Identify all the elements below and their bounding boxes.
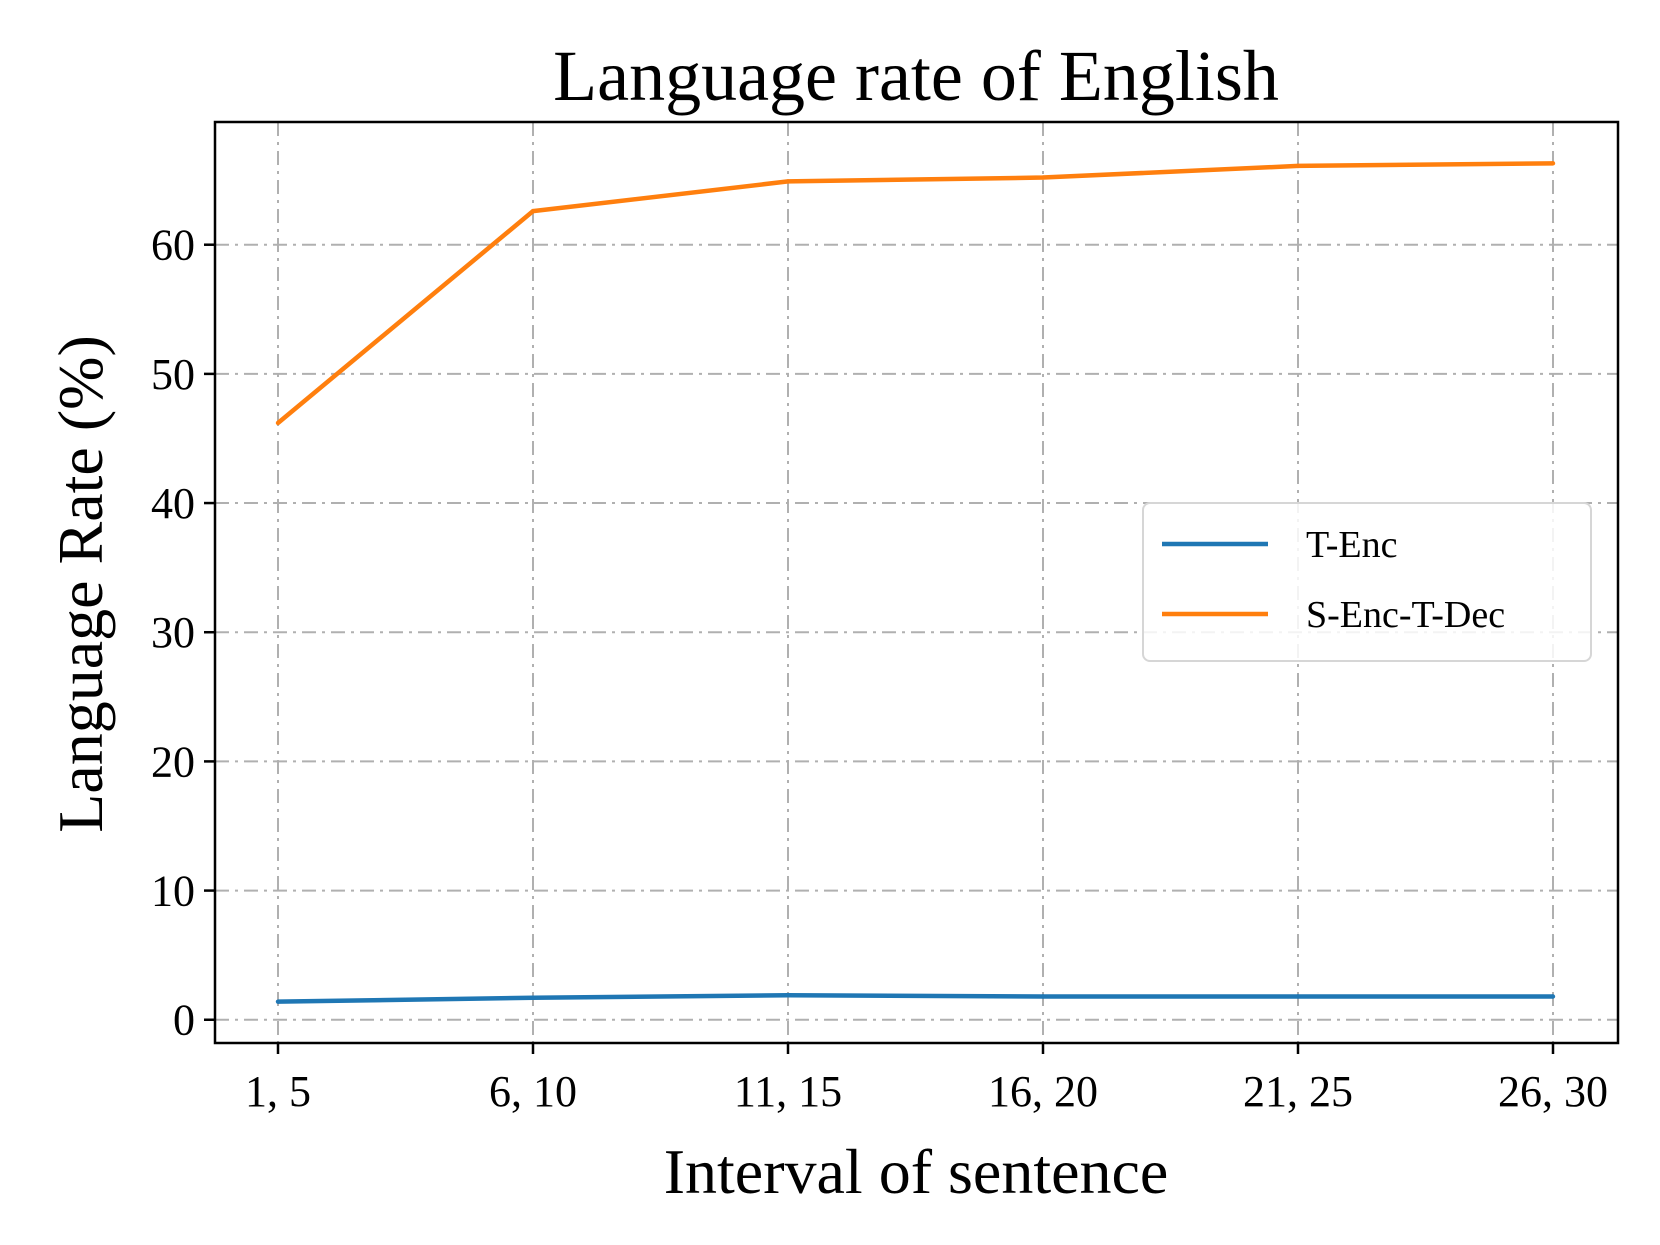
x-tick-label: 16, 20 xyxy=(988,1067,1098,1116)
data-point xyxy=(1550,161,1556,166)
y-tick-label: 30 xyxy=(151,608,195,657)
x-axis-label: Interval of sentence xyxy=(664,1136,1169,1207)
y-tick-label: 50 xyxy=(151,350,195,399)
series-layer xyxy=(275,161,1556,1004)
data-point xyxy=(1040,994,1046,999)
data-point xyxy=(1550,994,1556,999)
data-point xyxy=(275,420,281,426)
series-line-0 xyxy=(277,992,1553,1004)
y-tick-label: 60 xyxy=(151,221,195,270)
legend-label-1: S-Enc-T-Dec xyxy=(1306,594,1505,636)
data-point xyxy=(785,993,791,998)
y-tick-label: 0 xyxy=(173,996,195,1045)
y-tick-label: 20 xyxy=(151,737,195,786)
y-tick-label: 40 xyxy=(151,479,195,528)
legend-label-0: T-Enc xyxy=(1306,524,1397,566)
data-point xyxy=(785,179,791,184)
plot-frame xyxy=(213,120,1620,1045)
x-tick-label: 1, 5 xyxy=(245,1067,311,1116)
legend: T-Enc S-Enc-T-Dec xyxy=(1142,502,1592,662)
data-point xyxy=(1295,163,1301,169)
data-point xyxy=(1295,994,1301,999)
x-tick-label: 11, 15 xyxy=(734,1067,842,1116)
y-tick-label: 10 xyxy=(151,867,195,916)
chart-title: Language rate of English xyxy=(553,36,1279,116)
series-line-1 xyxy=(276,161,1554,425)
x-tick-label: 6, 10 xyxy=(489,1067,577,1116)
data-point xyxy=(1040,175,1046,180)
data-point xyxy=(530,208,536,214)
x-tick-label: 26, 30 xyxy=(1498,1067,1608,1116)
x-tick-label: 21, 25 xyxy=(1243,1067,1353,1116)
y-axis-label: Language Rate (%) xyxy=(45,335,116,833)
y-axis: 0 10 20 30 40 50 60 xyxy=(151,221,215,1045)
grid xyxy=(215,122,1618,1043)
data-point xyxy=(530,995,536,1000)
x-axis: 1, 5 6, 10 11, 15 16, 20 21, 25 26, 30 xyxy=(245,1043,1608,1116)
data-point xyxy=(275,999,281,1004)
